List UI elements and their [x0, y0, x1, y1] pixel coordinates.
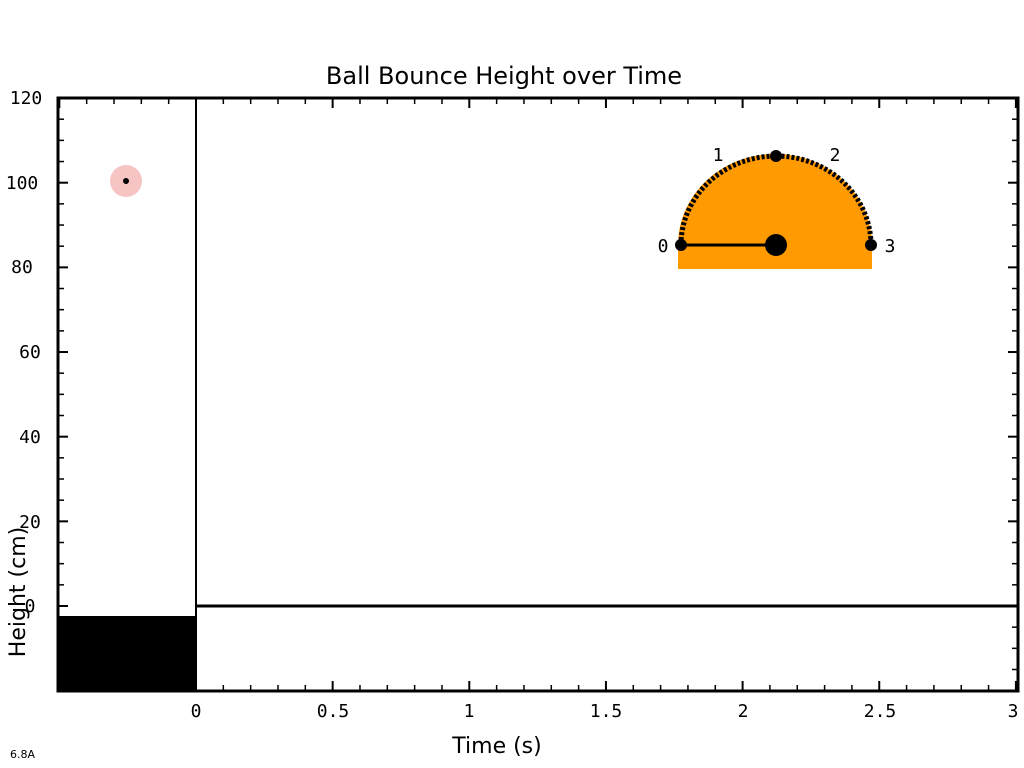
- protractor-end-left: [675, 239, 687, 251]
- axis-ticks: [58, 97, 1018, 692]
- x-tick-label: 1.5: [590, 701, 623, 722]
- protractor-mark-1: 1: [713, 145, 724, 166]
- x-tick-label: 0.5: [317, 701, 350, 722]
- protractor-pivot: [765, 234, 787, 256]
- y-tick-label: 40: [19, 427, 41, 448]
- protractor-mark-3: 3: [885, 236, 896, 257]
- y-tick-label: 120: [10, 88, 43, 109]
- y-tick-label: 80: [11, 257, 33, 278]
- protractor-arc: [678, 153, 874, 246]
- x-tick-label: 2: [738, 701, 749, 722]
- ball-dot: [123, 178, 129, 184]
- x-axis-labels: 0 0.5 1 1.5 2 2.5 3: [191, 701, 1019, 722]
- ball-marker[interactable]: [110, 165, 142, 197]
- protractor-mark-0: 0: [658, 236, 669, 257]
- x-tick-label: 1: [464, 701, 475, 722]
- x-tick-label: 0: [191, 701, 202, 722]
- y-tick-label: 100: [6, 173, 39, 194]
- x-tick-label: 2.5: [864, 701, 897, 722]
- y-tick-label: 0: [25, 596, 36, 617]
- y-tick-label: 60: [19, 342, 41, 363]
- chart-title: Ball Bounce Height over Time: [326, 62, 682, 90]
- plot-frame: [56, 96, 1020, 693]
- x-tick-label: 3: [1008, 701, 1019, 722]
- y-axis-title: Height (cm): [6, 527, 31, 657]
- y-axis-labels: 0 20 40 60 80 100 120: [6, 88, 43, 617]
- ground-block: [58, 616, 196, 691]
- protractor-end-right: [865, 239, 877, 251]
- protractor-fill: [678, 154, 872, 269]
- x-axis-title: Time (s): [451, 734, 541, 759]
- y-tick-label: 20: [19, 512, 41, 533]
- protractor-mark-2: 2: [830, 145, 841, 166]
- protractor-top-mark: [770, 150, 782, 162]
- corner-label: 6.8A: [10, 748, 35, 761]
- protractor-gauge[interactable]: 0 1 2 3: [658, 145, 896, 269]
